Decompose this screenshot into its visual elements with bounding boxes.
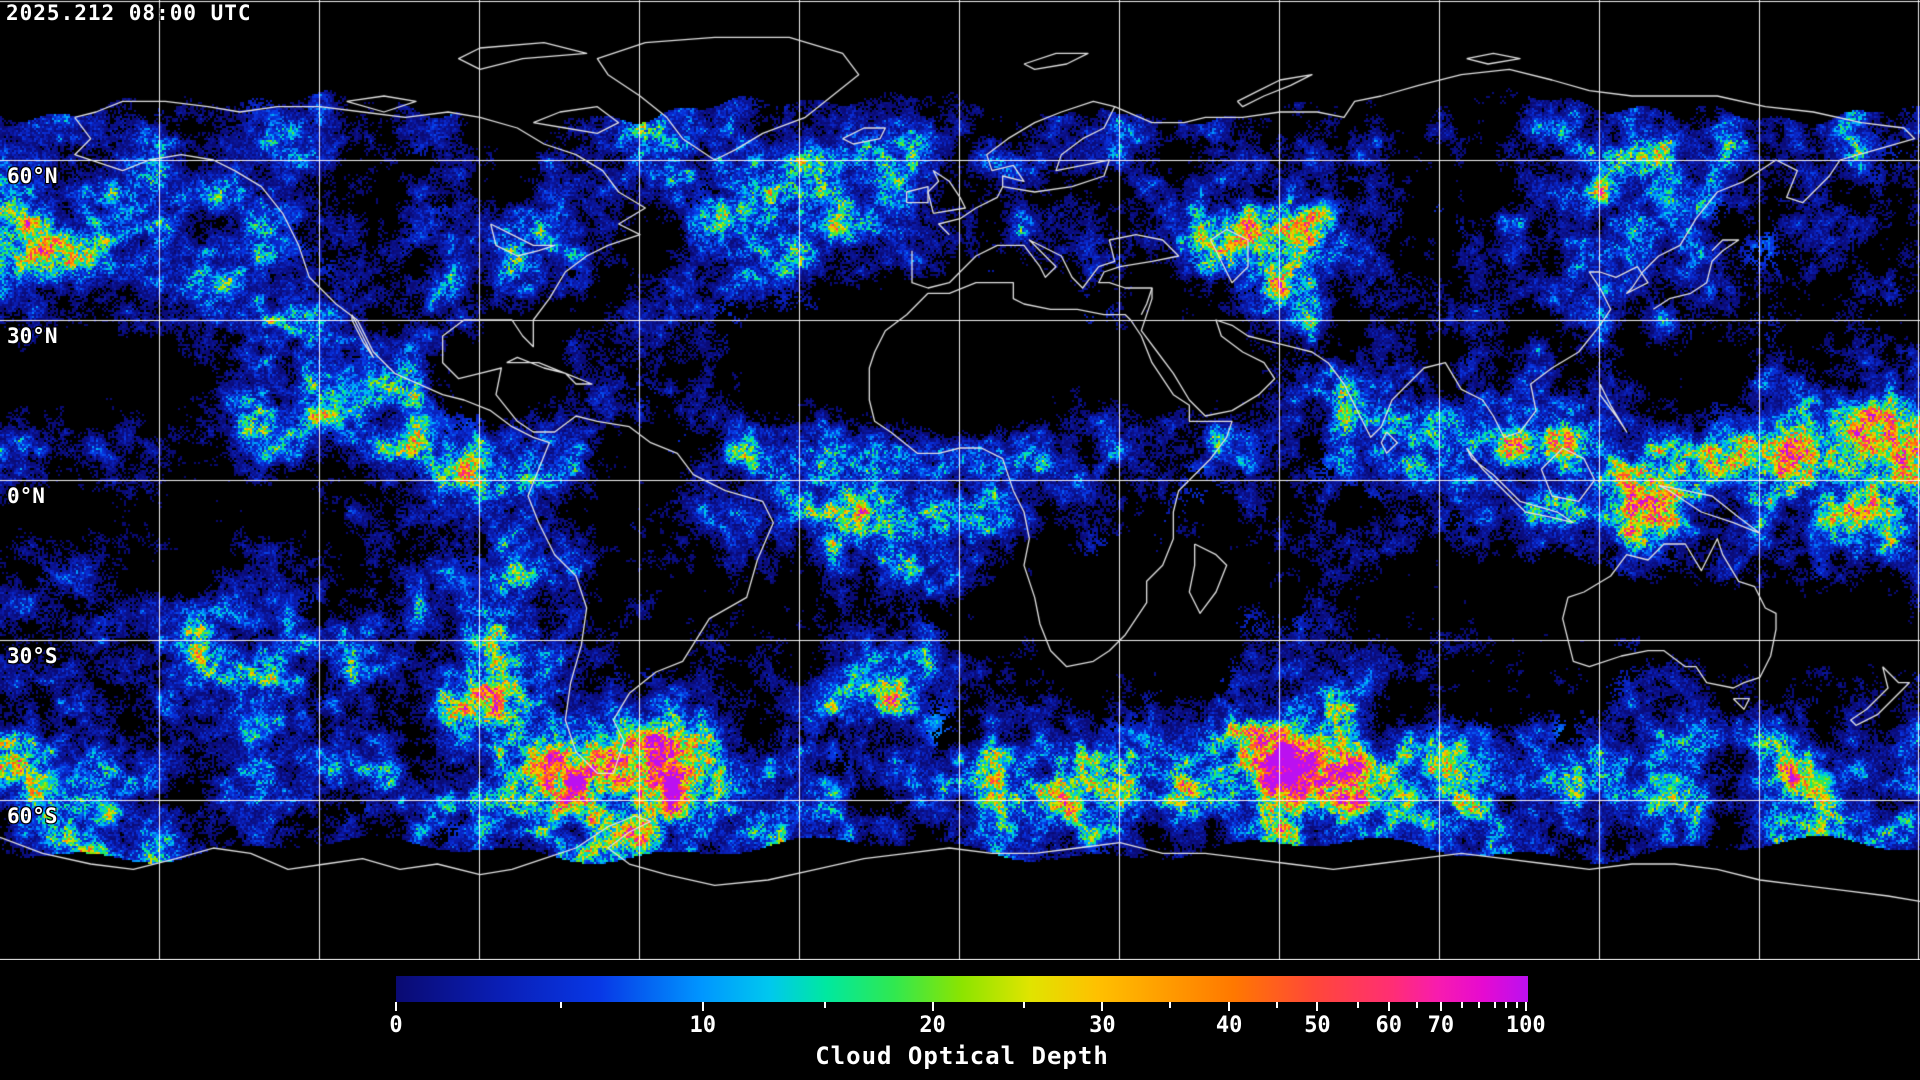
colorbar-tick-label-0: 0: [389, 1013, 403, 1038]
colorbar-minor-tick: [1023, 1002, 1026, 1008]
lat-label-30n: 30°N: [7, 324, 58, 348]
colorbar-gradient: [396, 976, 1528, 1002]
colorbar-tick-label-50: 50: [1304, 1013, 1331, 1038]
colorbar-tick-label-10: 10: [689, 1013, 717, 1038]
colorbar-minor-tick: [1515, 1002, 1518, 1008]
colorbar-minor-tick: [1494, 1002, 1497, 1008]
colorbar-minor-tick: [560, 1002, 563, 1008]
colorbar-minor-tick: [824, 1002, 827, 1008]
colorbar-minor-tick: [1275, 1002, 1278, 1008]
colorbar-tick: [1316, 1002, 1319, 1011]
colorbar-tick: [1387, 1002, 1390, 1011]
lat-label-30s: 30°S: [7, 644, 58, 668]
colorbar-tick-label-60: 60: [1375, 1013, 1403, 1038]
colorbar-tick: [395, 1002, 397, 1011]
colorbar-tick: [931, 1002, 934, 1011]
colorbar-minor-tick: [1169, 1002, 1172, 1008]
timestamp: 2025.212 08:00 UTC: [6, 1, 252, 25]
colorbar-minor-tick: [1416, 1002, 1419, 1008]
colorbar-tick: [701, 1002, 704, 1011]
colorbar-minor-tick: [1505, 1002, 1508, 1008]
colorbar-title: Cloud Optical Depth: [815, 1042, 1109, 1070]
colorbar-tick: [1228, 1002, 1231, 1011]
colorbar-tick-label-100: 100: [1505, 1013, 1546, 1038]
colorbar-tick-label-70: 70: [1427, 1013, 1455, 1038]
colorbar-tick-label-20: 20: [919, 1013, 946, 1038]
colorbar-tick-label-40: 40: [1215, 1013, 1243, 1038]
cloud-optical-depth-map: [0, 0, 1920, 960]
colorbar-minor-tick: [1461, 1002, 1464, 1008]
colorbar-tick: [1101, 1002, 1104, 1011]
lat-label-60n: 60°N: [7, 164, 58, 188]
colorbar-minor-tick: [1478, 1002, 1481, 1008]
colorbar-tick: [1439, 1002, 1442, 1011]
lat-label-0n: 0°N: [7, 484, 45, 508]
lat-label-60s: 60°S: [7, 804, 58, 828]
colorbar-tick-label-30: 30: [1089, 1013, 1116, 1038]
colorbar-minor-tick: [1357, 1002, 1360, 1008]
colorbar-tick: [1524, 1002, 1527, 1011]
